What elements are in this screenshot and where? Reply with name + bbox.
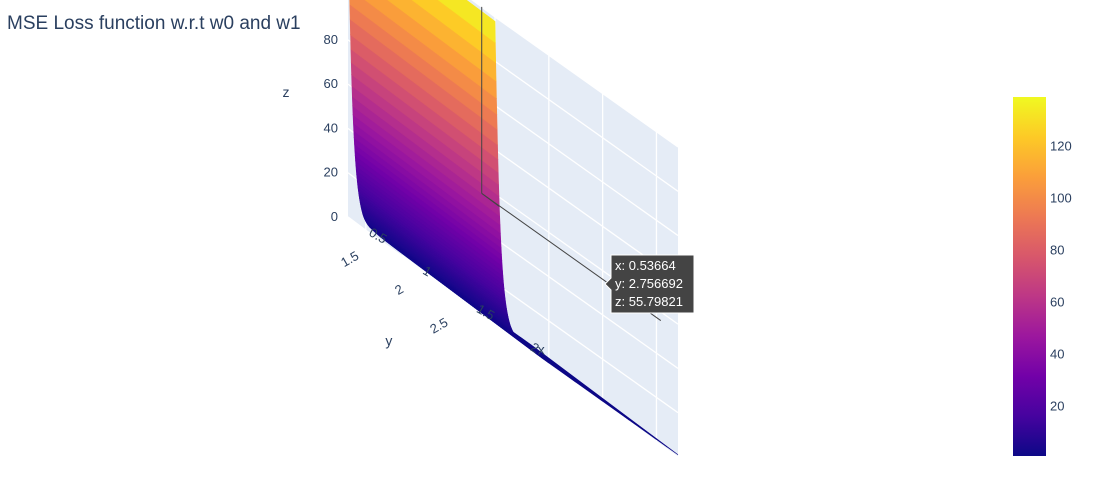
y-gridline-floor [454, 296, 639, 428]
colorbar-tick-label: 120 [1050, 138, 1072, 153]
x-axis-title: x [538, 342, 545, 358]
z-tick-label: 100 [316, 0, 338, 3]
z-tick-label: 80 [324, 32, 338, 47]
y-tick-label: 2.5 [427, 315, 450, 337]
z-axis-title: z [283, 84, 290, 100]
back-wall-xz [495, 17, 678, 457]
z-tick-label: 60 [324, 76, 338, 91]
y-axis-title: y [385, 333, 392, 349]
z-tick-label: 0 [331, 209, 338, 224]
colorbar: 20 40 60 80 100 120 [1013, 97, 1072, 456]
colorbar-tick-label: 40 [1050, 347, 1064, 362]
colorbar-tick-label: 60 [1050, 295, 1064, 310]
surface-patch [437, 0, 496, 44]
colorbar-tick-label: 80 [1050, 242, 1064, 257]
hover-tooltip: x: 0.53664 y: 2.756692 z: 55.79821 [604, 254, 695, 314]
chart-title: MSE Loss function w.r.t w0 and w1 [7, 13, 301, 34]
tooltip-line: z: 55.79821 [615, 294, 683, 309]
y-tick-label: 1.5 [338, 248, 361, 270]
y-tick-label: 2 [392, 281, 406, 298]
colorbar-tick-label: 20 [1050, 399, 1064, 414]
tooltip-line: x: 0.53664 [615, 258, 676, 273]
z-tick-label: 20 [324, 165, 338, 180]
colorbar-tick-label: 100 [1050, 190, 1072, 205]
z-tick-label: 40 [324, 120, 338, 135]
tooltip-line: y: 2.756692 [615, 276, 683, 291]
loss-surface [349, 0, 679, 456]
tooltip-box [604, 254, 695, 314]
colorbar-gradient [1013, 97, 1046, 456]
